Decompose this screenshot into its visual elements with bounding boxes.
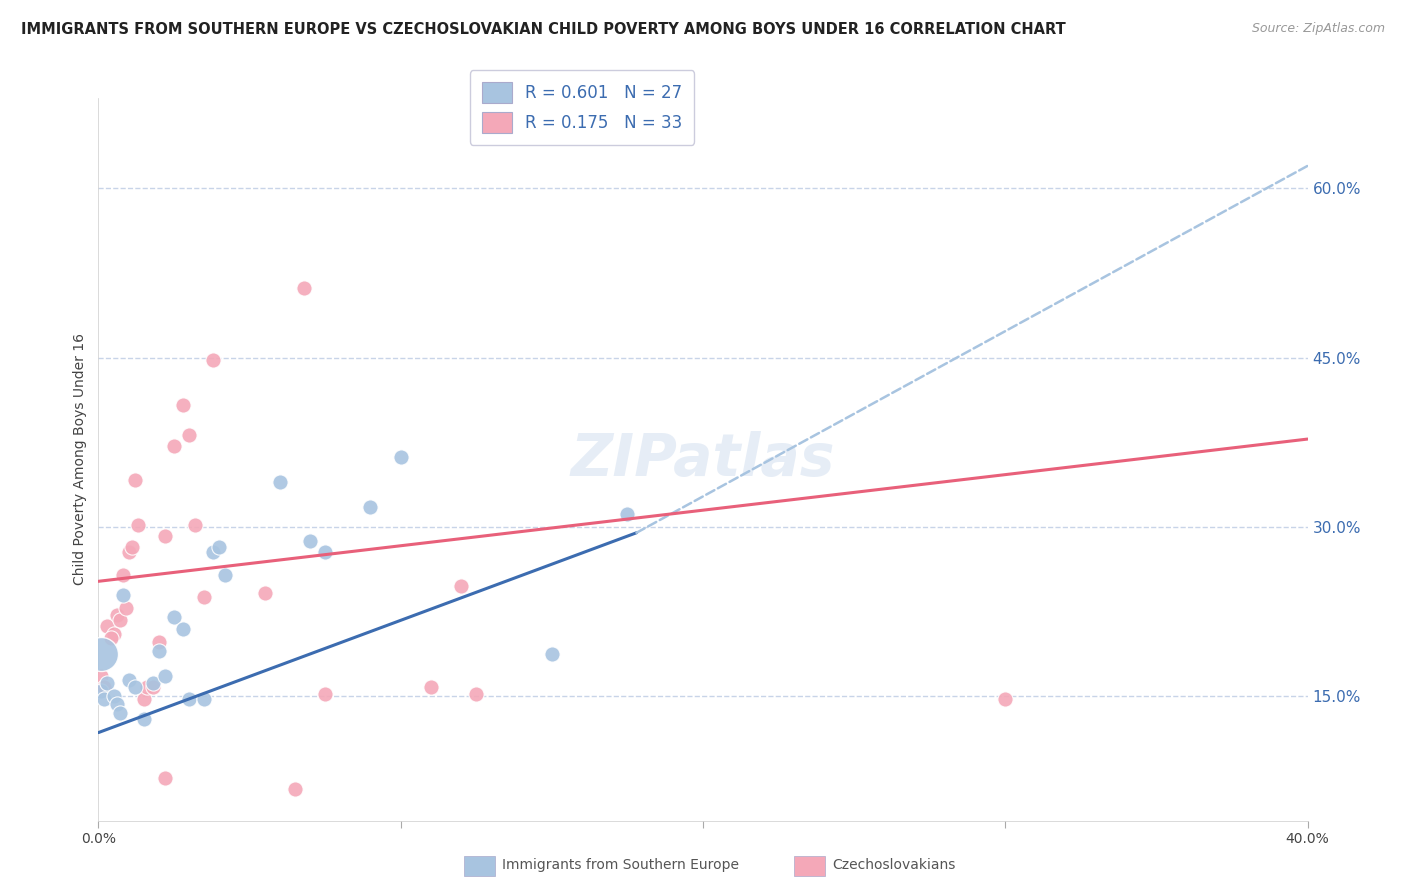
- Point: [292, 281, 315, 295]
- Point: [465, 687, 488, 701]
- Point: [93, 691, 115, 706]
- Point: [994, 691, 1017, 706]
- Point: [208, 541, 231, 555]
- Text: Czechoslovakians: Czechoslovakians: [832, 858, 956, 872]
- Point: [103, 627, 125, 641]
- Point: [90, 647, 112, 661]
- Point: [127, 517, 149, 532]
- Point: [193, 590, 215, 604]
- Point: [142, 676, 165, 690]
- Point: [108, 613, 131, 627]
- Point: [540, 647, 562, 661]
- Text: Source: ZipAtlas.com: Source: ZipAtlas.com: [1251, 22, 1385, 36]
- Text: IMMIGRANTS FROM SOUTHERN EUROPE VS CZECHOSLOVAKIAN CHILD POVERTY AMONG BOYS UNDE: IMMIGRANTS FROM SOUTHERN EUROPE VS CZECH…: [21, 22, 1066, 37]
- Point: [153, 669, 176, 683]
- Point: [111, 567, 134, 582]
- Point: [284, 782, 307, 797]
- Point: [132, 712, 155, 726]
- Point: [179, 691, 201, 706]
- Legend: R = 0.601   N = 27, R = 0.175   N = 33: R = 0.601 N = 27, R = 0.175 N = 33: [470, 70, 695, 145]
- Point: [420, 681, 443, 695]
- Point: [179, 427, 201, 442]
- Point: [214, 567, 236, 582]
- Point: [142, 681, 165, 695]
- Point: [202, 545, 225, 559]
- Point: [616, 507, 638, 521]
- Point: [299, 533, 322, 548]
- Text: Immigrants from Southern Europe: Immigrants from Southern Europe: [502, 858, 740, 872]
- Point: [93, 681, 115, 695]
- Point: [389, 450, 412, 464]
- Point: [135, 681, 157, 695]
- Point: [163, 610, 186, 624]
- Point: [253, 585, 276, 599]
- Point: [360, 500, 382, 514]
- Point: [108, 706, 131, 721]
- Point: [118, 545, 141, 559]
- Point: [105, 698, 128, 712]
- Point: [202, 353, 225, 368]
- Point: [450, 579, 472, 593]
- Point: [132, 691, 155, 706]
- Point: [172, 622, 194, 636]
- Point: [118, 673, 141, 687]
- Point: [90, 683, 112, 698]
- Y-axis label: Child Poverty Among Boys Under 16: Child Poverty Among Boys Under 16: [73, 334, 87, 585]
- Point: [103, 690, 125, 704]
- Point: [148, 644, 170, 658]
- Point: [153, 529, 176, 543]
- Point: [114, 601, 136, 615]
- Point: [163, 439, 186, 453]
- Point: [121, 541, 143, 555]
- Point: [124, 473, 146, 487]
- Point: [148, 635, 170, 649]
- Point: [153, 771, 176, 785]
- Point: [105, 608, 128, 623]
- Point: [96, 676, 118, 690]
- Point: [184, 517, 207, 532]
- Point: [111, 588, 134, 602]
- Point: [314, 545, 336, 559]
- Text: ZIPatlas: ZIPatlas: [571, 431, 835, 488]
- Point: [96, 619, 118, 633]
- Point: [90, 669, 112, 683]
- Point: [193, 691, 215, 706]
- Point: [124, 681, 146, 695]
- Point: [100, 631, 122, 645]
- Point: [269, 475, 291, 489]
- Point: [314, 687, 336, 701]
- Point: [172, 398, 194, 412]
